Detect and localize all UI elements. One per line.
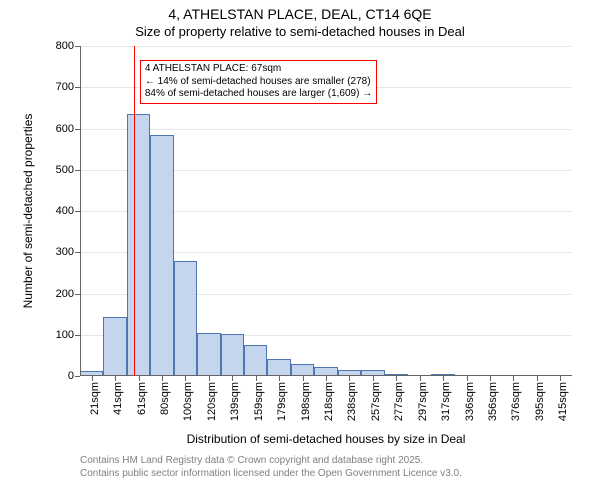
y-axis-line [80,46,81,376]
chart-title-main: 4, ATHELSTAN PLACE, DEAL, CT14 6QE [0,6,600,22]
x-tick [92,376,93,381]
annotation-line: 84% of semi-detached houses are larger (… [145,88,372,101]
reference-annotation: 4 ATHELSTAN PLACE: 67sqm← 14% of semi-de… [140,60,377,104]
y-tick-label: 400 [56,205,80,217]
footer-line: Contains HM Land Registry data © Crown c… [80,454,462,467]
x-tick-label: 257sqm [370,382,382,421]
x-tick-label: 277sqm [393,382,405,421]
reference-line [134,46,135,376]
histogram-bar [267,359,290,376]
x-tick-label: 159sqm [253,382,265,421]
y-tick-label: 200 [56,288,80,300]
x-tick-label: 395sqm [534,382,546,421]
y-tick-label: 700 [56,81,80,93]
x-tick [443,376,444,381]
histogram-bar [127,114,150,376]
histogram-bar [221,334,244,376]
x-tick [467,376,468,381]
x-tick [162,376,163,381]
x-tick [209,376,210,381]
y-tick-label: 300 [56,246,80,258]
x-tick-label: 61sqm [136,382,148,415]
x-tick-label: 139sqm [229,382,241,421]
x-axis-title: Distribution of semi-detached houses by … [187,432,466,446]
annotation-line: 4 ATHELSTAN PLACE: 67sqm [145,63,372,76]
x-tick [396,376,397,381]
x-tick-label: 100sqm [182,382,194,421]
y-tick-label: 600 [56,123,80,135]
y-tick-label: 0 [68,370,80,382]
x-tick [373,376,374,381]
y-tick-label: 800 [56,40,80,52]
footer-attribution: Contains HM Land Registry data © Crown c… [80,454,462,480]
x-tick-label: 120sqm [206,382,218,421]
x-axis-line [80,375,572,376]
histogram-bar [150,135,173,376]
y-tick-label: 100 [56,329,80,341]
x-tick [537,376,538,381]
x-tick [420,376,421,381]
x-tick-label: 336sqm [464,382,476,421]
histogram-bar [244,345,267,376]
x-tick-label: 356sqm [487,382,499,421]
plot-area: 010020030040050060070080021sqm41sqm61sqm… [80,46,572,376]
x-tick [115,376,116,381]
footer-line: Contains public sector information licen… [80,467,462,480]
histogram-bar [197,333,220,376]
x-tick [279,376,280,381]
chart-title-sub: Size of property relative to semi-detach… [0,24,600,39]
x-tick-label: 297sqm [417,382,429,421]
histogram-bar [103,317,126,376]
grid-line [80,46,572,47]
x-tick-label: 179sqm [276,382,288,421]
x-tick [303,376,304,381]
x-tick-label: 218sqm [323,382,335,421]
x-tick-label: 41sqm [112,382,124,415]
x-tick [490,376,491,381]
x-tick-label: 415sqm [557,382,569,421]
x-tick-label: 80sqm [159,382,171,415]
x-tick [326,376,327,381]
x-tick-label: 238sqm [346,382,358,421]
x-tick-label: 21sqm [89,382,101,415]
x-tick [139,376,140,381]
y-tick-label: 500 [56,164,80,176]
annotation-line: ← 14% of semi-detached houses are smalle… [145,76,372,89]
x-tick-label: 317sqm [440,382,452,421]
y-axis-title: Number of semi-detached properties [21,114,35,309]
x-tick [256,376,257,381]
grid-line [80,129,572,130]
x-tick [560,376,561,381]
x-tick [232,376,233,381]
histogram-bar [174,261,197,377]
x-tick-label: 198sqm [300,382,312,421]
x-tick-label: 376sqm [510,382,522,421]
x-tick [185,376,186,381]
x-tick [513,376,514,381]
x-tick [349,376,350,381]
